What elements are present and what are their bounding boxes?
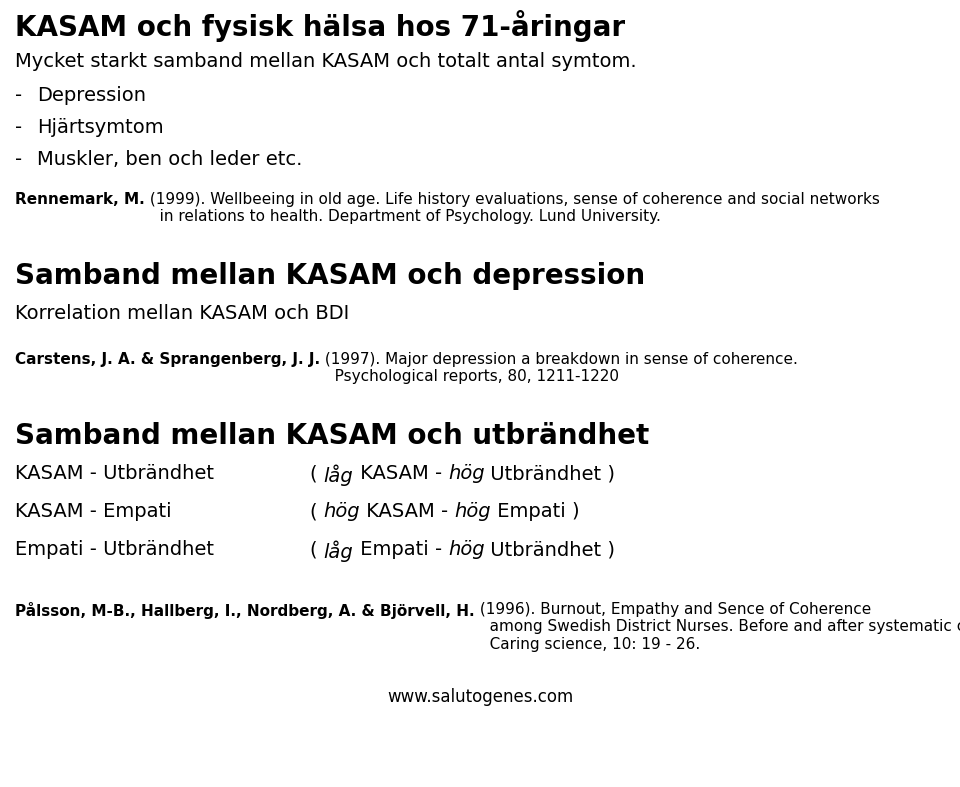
Text: hög: hög [455,502,492,521]
Text: Muskler, ben och leder etc.: Muskler, ben och leder etc. [37,150,302,169]
Text: (1997). Major depression a breakdown in sense of coherence.
   Psychological rep: (1997). Major depression a breakdown in … [320,352,798,384]
Text: KASAM - Empati: KASAM - Empati [15,502,172,521]
Text: KASAM -: KASAM - [360,502,455,521]
Text: (1996). Burnout, Empathy and Sence of Coherence
   among Swedish District Nurses: (1996). Burnout, Empathy and Sence of Co… [474,602,960,652]
Text: (: ( [310,540,324,559]
Text: låg: låg [324,540,353,561]
Text: Mycket starkt samband mellan KASAM och totalt antal symtom.: Mycket starkt samband mellan KASAM och t… [15,52,636,71]
Text: Utbrändhet ): Utbrändhet ) [485,540,615,559]
Text: -: - [15,118,29,137]
Text: hög: hög [448,540,485,559]
Text: (: ( [310,502,324,521]
Text: Samband mellan KASAM och utbrändhet: Samband mellan KASAM och utbrändhet [15,422,649,450]
Text: hög: hög [324,502,360,521]
Text: Depression: Depression [37,86,146,105]
Text: Korrelation mellan KASAM och BDI: Korrelation mellan KASAM och BDI [15,304,349,323]
Text: hög: hög [448,464,485,483]
Text: KASAM och fysisk hälsa hos 71-åringar: KASAM och fysisk hälsa hos 71-åringar [15,10,625,42]
Text: Utbrändhet ): Utbrändhet ) [485,464,615,483]
Text: Empati - Utbrändhet: Empati - Utbrändhet [15,540,214,559]
Text: -: - [15,86,29,105]
Text: Hjärtsymtom: Hjärtsymtom [37,118,163,137]
Text: KASAM -: KASAM - [353,464,448,483]
Text: (1999). Wellbeeing in old age. Life history evaluations, sense of coherence and : (1999). Wellbeeing in old age. Life hist… [145,192,879,224]
Text: (: ( [310,464,324,483]
Text: Samband mellan KASAM och depression: Samband mellan KASAM och depression [15,262,645,290]
Text: www.salutogenes.com: www.salutogenes.com [387,688,573,706]
Text: Carstens, J. A. & Sprangenberg, J. J.: Carstens, J. A. & Sprangenberg, J. J. [15,352,320,367]
Text: Empati -: Empati - [353,540,448,559]
Text: Pålsson, M-B., Hallberg, I., Nordberg, A. & Björvell, H.: Pålsson, M-B., Hallberg, I., Nordberg, A… [15,602,474,619]
Text: Empati ): Empati ) [492,502,580,521]
Text: -: - [15,150,29,169]
Text: KASAM - Utbrändhet: KASAM - Utbrändhet [15,464,214,483]
Text: låg: låg [324,464,353,486]
Text: Rennemark, M.: Rennemark, M. [15,192,145,207]
